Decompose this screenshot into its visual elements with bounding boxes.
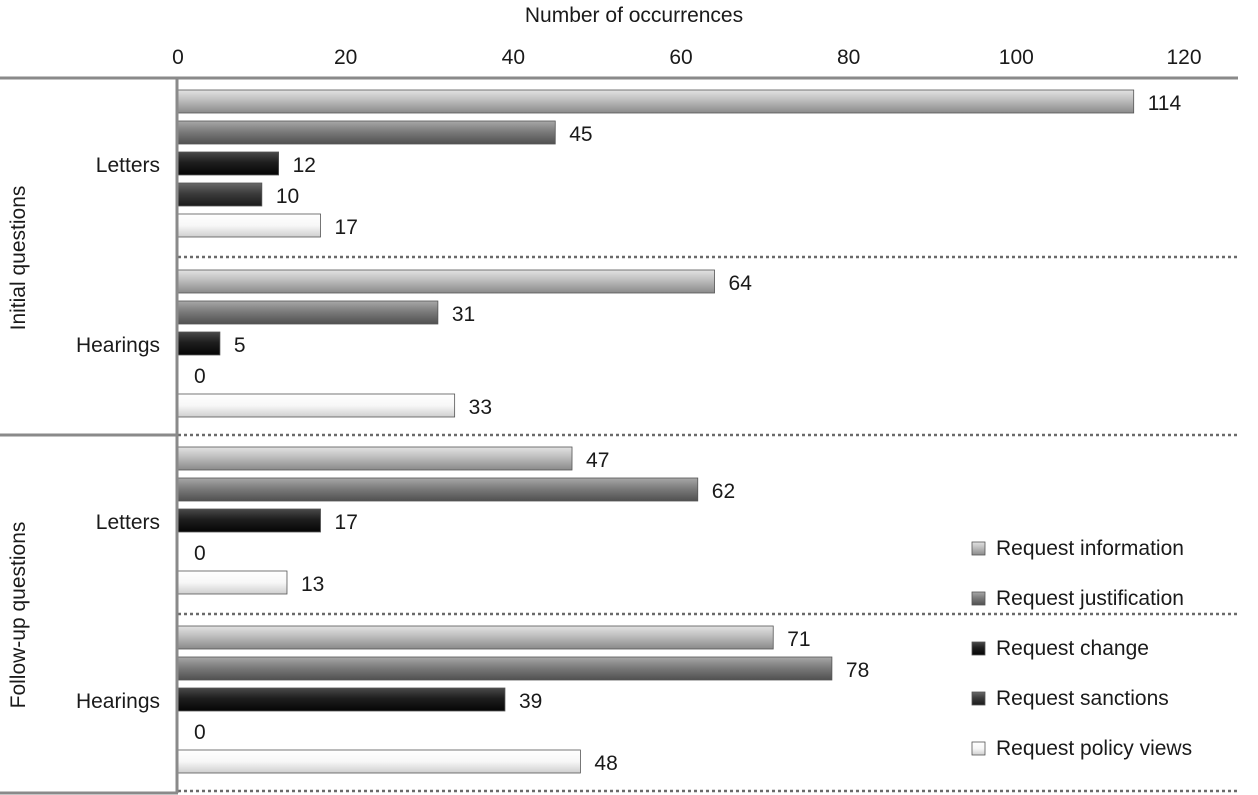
bar-value-label: 45 <box>569 123 592 146</box>
bar-value-label: 33 <box>469 396 492 419</box>
category-label: Letters <box>96 511 160 534</box>
bar-request-change <box>178 509 321 532</box>
legend-swatch <box>972 542 985 555</box>
bar-value-label: 0 <box>194 721 206 744</box>
bar-value-label: 17 <box>335 511 358 534</box>
group-label: Initial questions <box>7 186 30 331</box>
legend-label: Request policy views <box>996 737 1192 760</box>
bar-request-information <box>178 447 572 470</box>
bar-request-information <box>178 626 773 649</box>
bar-request-justification <box>178 121 555 144</box>
category-label: Letters <box>96 154 160 177</box>
legend-label: Request sanctions <box>996 687 1169 710</box>
category-label: Hearings <box>76 334 160 357</box>
x-tick-label: 0 <box>172 46 184 69</box>
legend-label: Request information <box>996 537 1184 560</box>
x-tick-label: 60 <box>669 46 692 69</box>
bar-value-label: 0 <box>194 542 206 565</box>
x-tick-label: 120 <box>1166 46 1201 69</box>
bar-value-label: 12 <box>293 154 316 177</box>
bars: 114 45 12 10 17 64 31 5 0 33 47 62 17 0 13 71 78 39 0 48 <box>178 90 1181 775</box>
bar-value-label: 39 <box>519 690 542 713</box>
bar-value-label: 71 <box>787 628 810 651</box>
bar-value-label: 114 <box>1148 92 1182 115</box>
legend-swatch <box>972 592 985 605</box>
bar-request-change <box>178 332 220 355</box>
bar-request-change <box>178 688 505 711</box>
x-axis: Number of occurrences <box>525 4 743 27</box>
x-tick-label: 40 <box>502 46 525 69</box>
legend: Request information Request justification… <box>972 537 1192 760</box>
legend-swatch <box>972 692 985 705</box>
bar-request-policy-views <box>178 571 287 594</box>
bar-request-justification <box>178 657 832 680</box>
bar-request-information <box>178 270 715 293</box>
bar-value-label: 48 <box>594 752 617 775</box>
bar-value-label: 31 <box>452 303 475 326</box>
bar-value-label: 78 <box>846 659 869 682</box>
bar-value-label: 62 <box>712 480 735 503</box>
bar-value-label: 17 <box>335 216 358 239</box>
bar-value-label: 5 <box>234 334 246 357</box>
x-axis-ticks: 0 20 40 60 80 100 120 <box>0 46 1238 78</box>
bar-request-sanctions <box>178 183 262 206</box>
group-label: Follow-up questions <box>7 522 30 709</box>
bar-request-justification <box>178 301 438 324</box>
bar-value-label: 64 <box>729 272 753 295</box>
bar-request-policy-views <box>178 750 580 773</box>
x-tick-label: 100 <box>999 46 1034 69</box>
bar-request-policy-views <box>178 214 321 237</box>
legend-label: Request change <box>996 637 1149 660</box>
legend-swatch <box>972 642 985 655</box>
bar-value-label: 13 <box>301 573 324 596</box>
legend-label: Request justification <box>996 587 1184 610</box>
bar-request-information <box>178 90 1134 113</box>
bar-request-change <box>178 152 279 175</box>
bar-request-policy-views <box>178 394 455 417</box>
bar-request-justification <box>178 478 698 501</box>
bar-value-label: 47 <box>586 449 609 472</box>
legend-swatch <box>972 742 985 755</box>
x-axis-title: Number of occurrences <box>525 4 743 27</box>
x-tick-label: 20 <box>334 46 357 69</box>
category-label: Hearings <box>76 690 160 713</box>
x-tick-label: 80 <box>837 46 860 69</box>
bar-value-label: 0 <box>194 365 206 388</box>
bar-value-label: 10 <box>276 185 299 208</box>
